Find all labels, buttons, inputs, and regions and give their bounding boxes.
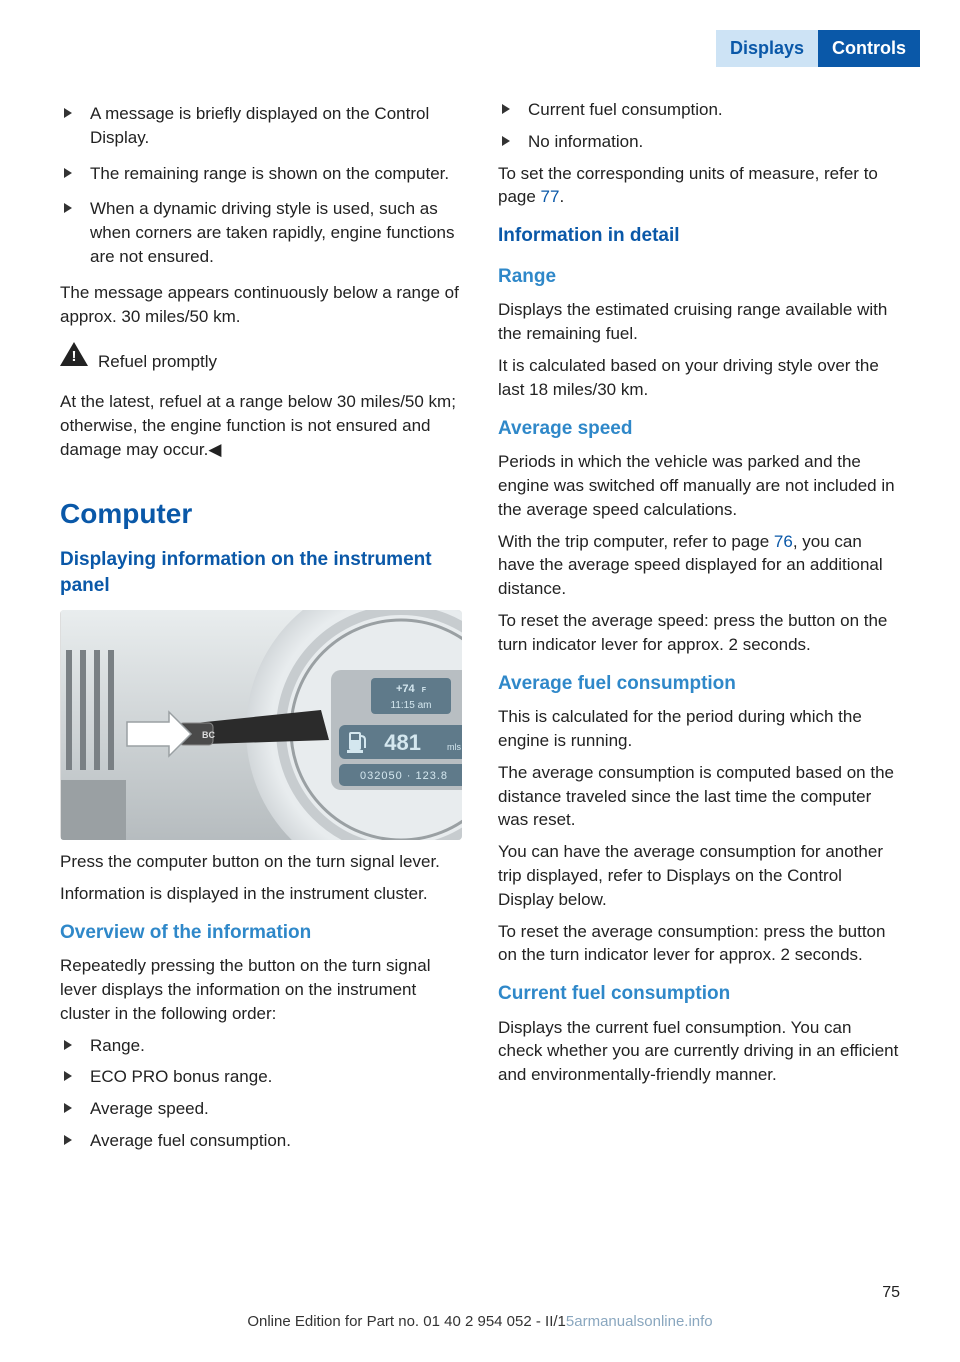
page-link-77[interactable]: 77	[541, 187, 560, 206]
warning-body-text: At the latest, refuel at a range below 3…	[60, 392, 456, 459]
overview-list-continued: Current fuel consumption. No information…	[498, 98, 900, 154]
avg-fuel-p2: The average consumption is computed base…	[498, 761, 900, 832]
lcd-range-unit: mls	[447, 742, 461, 752]
section-tab: Controls	[818, 30, 920, 67]
lcd-temp-value: +74	[396, 683, 416, 695]
figure-caption-2: Information is displayed in the instrume…	[60, 882, 462, 906]
overview-intro: Repeatedly pressing the button on the tu…	[60, 954, 462, 1025]
curr-fuel-p1: Displays the current fuel consumption. Y…	[498, 1016, 900, 1087]
right-column: Current fuel consumption. No information…	[498, 90, 900, 1161]
avg-fuel-p1: This is calculated for the period during…	[498, 705, 900, 753]
list-item: Range.	[60, 1034, 462, 1058]
heading-avg-fuel: Average fuel consumption	[498, 671, 900, 698]
breadcrumb-tab: Displays	[716, 30, 818, 67]
warning-body: At the latest, refuel at a range below 3…	[60, 390, 462, 461]
list-item: Average speed.	[60, 1097, 462, 1121]
range-p1: Displays the estimated cruising range av…	[498, 298, 900, 346]
lcd-bottom-text: 032050 · 123.8	[360, 770, 448, 782]
section-title-computer: Computer	[60, 494, 462, 533]
units-note-post: .	[559, 187, 564, 206]
heading-curr-fuel: Current fuel consumption	[498, 981, 900, 1008]
list-item: A message is briefly displayed on the Co…	[60, 102, 462, 150]
avg-fuel-p3: You can have the average consumption for…	[498, 840, 900, 911]
bc-button-label: BC	[202, 730, 215, 740]
subsection-overview: Overview of the information	[60, 920, 462, 947]
subsection-info-detail: Information in detail	[498, 223, 900, 250]
list-item: Current fuel consumption.	[498, 98, 900, 122]
list-item: ECO PRO bonus range.	[60, 1065, 462, 1089]
instrument-panel-svg: +74 F 11:15 am 481 mls	[60, 610, 462, 840]
avg-fuel-p4: To reset the average consumption: press …	[498, 920, 900, 968]
avg-speed-p3: To reset the average speed: press the bu…	[498, 609, 900, 657]
heading-range: Range	[498, 264, 900, 291]
list-item: The remaining range is shown on the com­…	[60, 162, 462, 186]
header-tabs: Displays Controls	[716, 30, 920, 67]
figure-caption-1: Press the computer button on the turn si…	[60, 850, 462, 874]
warning-title: Refuel promptly	[98, 350, 462, 374]
warning-block: Refuel promptly At the latest, refuel at…	[60, 342, 462, 461]
content-columns: A message is briefly displayed on the Co…	[60, 0, 900, 1161]
units-note: To set the corresponding units of measur…	[498, 162, 900, 210]
overview-list: Range. ECO PRO bonus range. Average spee…	[60, 1034, 462, 1153]
footer-text: Online Edition for Part no. 01 40 2 954 …	[0, 1311, 960, 1332]
warning-triangle-icon	[60, 342, 88, 368]
lcd-time: 11:15 am	[391, 700, 432, 711]
heading-avg-speed: Average speed	[498, 416, 900, 443]
lcd-range-value: 481	[384, 730, 421, 755]
avg-speed-p2: With the trip computer, refer to page 76…	[498, 530, 900, 601]
page-number: 75	[882, 1282, 900, 1304]
avg-speed-p2-pre: With the trip computer, refer to page	[498, 532, 774, 551]
range-p2: It is calculated based on your driving s…	[498, 354, 900, 402]
range-message-note: The message appears continuously below a…	[60, 281, 462, 329]
fuel-warning-list: A message is briefly displayed on the Co…	[60, 102, 462, 269]
page-link-76[interactable]: 76	[774, 532, 793, 551]
left-column: A message is briefly displayed on the Co…	[60, 90, 462, 1161]
footer-watermark: 5armanualsonline.info	[566, 1313, 713, 1330]
footer-prefix: Online Edition for Part no. 01 40 2 954 …	[247, 1313, 566, 1330]
page: Displays Controls A message is briefly d…	[0, 0, 960, 1362]
lcd-temp-unit: F	[422, 687, 427, 694]
avg-speed-p1: Periods in which the vehicle was parked …	[498, 450, 900, 521]
list-item: When a dynamic driving style is used, su…	[60, 197, 462, 268]
list-item: Average fuel consumption.	[60, 1129, 462, 1153]
list-item: No information.	[498, 130, 900, 154]
instrument-panel-figure: +74 F 11:15 am 481 mls	[60, 610, 462, 840]
subsection-display-info: Displaying information on the instrument…	[60, 547, 462, 600]
